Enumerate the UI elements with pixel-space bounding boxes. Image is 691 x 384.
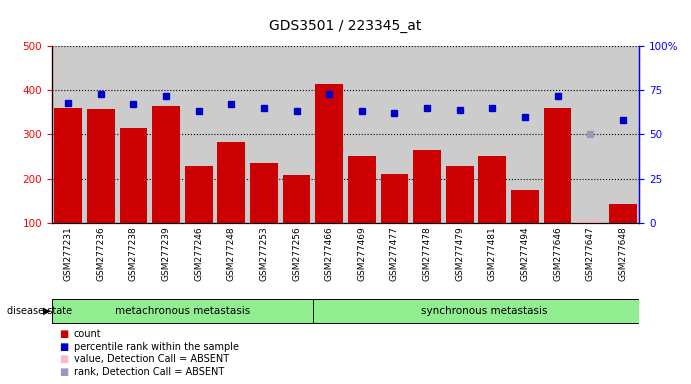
- Text: rank, Detection Call = ABSENT: rank, Detection Call = ABSENT: [74, 367, 224, 377]
- Bar: [84, 46, 117, 223]
- Text: ■: ■: [59, 354, 68, 364]
- Text: ▶: ▶: [43, 306, 50, 316]
- Text: GSM277646: GSM277646: [553, 226, 562, 281]
- Text: synchronous metastasis: synchronous metastasis: [421, 306, 547, 316]
- Bar: [152, 106, 180, 223]
- Bar: [478, 156, 507, 223]
- Text: GSM277481: GSM277481: [488, 226, 497, 281]
- Text: GSM277236: GSM277236: [96, 226, 105, 281]
- Text: GSM277478: GSM277478: [423, 226, 432, 281]
- Text: percentile rank within the sample: percentile rank within the sample: [74, 342, 239, 352]
- Bar: [283, 175, 310, 223]
- Bar: [609, 204, 636, 223]
- Text: GSM277469: GSM277469: [357, 226, 366, 281]
- Text: GSM277253: GSM277253: [259, 226, 268, 281]
- Text: GSM277239: GSM277239: [162, 226, 171, 281]
- Bar: [476, 46, 509, 223]
- Text: GSM277248: GSM277248: [227, 226, 236, 281]
- Text: GSM277256: GSM277256: [292, 226, 301, 281]
- Bar: [346, 46, 378, 223]
- Bar: [120, 128, 147, 223]
- Text: ■: ■: [59, 367, 68, 377]
- Bar: [509, 46, 541, 223]
- Text: ■: ■: [59, 329, 68, 339]
- Bar: [247, 46, 281, 223]
- Bar: [150, 46, 182, 223]
- Bar: [313, 299, 656, 323]
- Bar: [218, 142, 245, 223]
- Text: GSM277479: GSM277479: [455, 226, 464, 281]
- Bar: [348, 157, 376, 223]
- Bar: [607, 46, 639, 223]
- Text: GSM277477: GSM277477: [390, 226, 399, 281]
- Text: GSM277647: GSM277647: [586, 226, 595, 281]
- Bar: [446, 166, 473, 223]
- Text: ■: ■: [59, 342, 68, 352]
- Bar: [250, 163, 278, 223]
- Bar: [381, 174, 408, 223]
- Bar: [52, 299, 313, 323]
- Bar: [117, 46, 150, 223]
- Bar: [444, 46, 476, 223]
- Text: GDS3501 / 223345_at: GDS3501 / 223345_at: [269, 19, 422, 33]
- Bar: [544, 108, 571, 223]
- Text: GSM277246: GSM277246: [194, 226, 203, 281]
- Bar: [541, 46, 574, 223]
- Text: value, Detection Call = ABSENT: value, Detection Call = ABSENT: [74, 354, 229, 364]
- Bar: [215, 46, 247, 223]
- Bar: [574, 46, 607, 223]
- Text: GSM277231: GSM277231: [64, 226, 73, 281]
- Bar: [313, 46, 346, 223]
- Text: GSM277648: GSM277648: [618, 226, 627, 281]
- Bar: [281, 46, 313, 223]
- Bar: [378, 46, 410, 223]
- Bar: [410, 46, 444, 223]
- Bar: [55, 108, 82, 223]
- Text: disease state: disease state: [7, 306, 72, 316]
- Bar: [315, 84, 343, 223]
- Bar: [52, 46, 84, 223]
- Text: metachronous metastasis: metachronous metastasis: [115, 306, 250, 316]
- Bar: [413, 150, 441, 223]
- Bar: [511, 190, 539, 223]
- Text: GSM277494: GSM277494: [520, 226, 529, 281]
- Text: count: count: [74, 329, 102, 339]
- Bar: [576, 220, 604, 223]
- Text: GSM277466: GSM277466: [325, 226, 334, 281]
- Text: GSM277238: GSM277238: [129, 226, 138, 281]
- Bar: [87, 109, 115, 223]
- Bar: [182, 46, 215, 223]
- Bar: [184, 166, 213, 223]
